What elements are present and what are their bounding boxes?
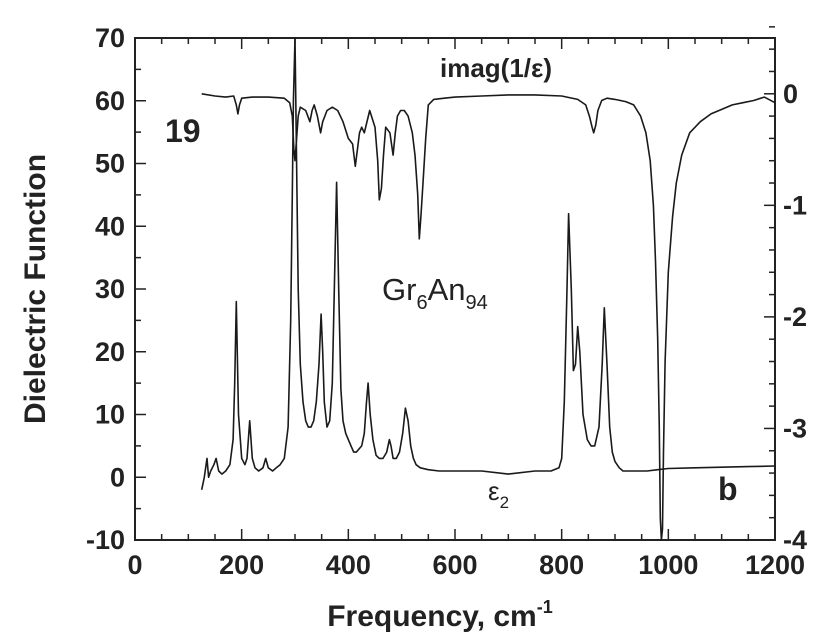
series-layer — [200, 37, 776, 541]
y-tick-label: 40 — [95, 211, 125, 241]
y-tick-label: 0 — [110, 462, 125, 492]
x-tick-label: 1000 — [638, 550, 698, 580]
sample-label-an: An — [428, 272, 466, 307]
y2-tick-label: -3 — [783, 413, 807, 443]
x-tick-label: 600 — [432, 550, 477, 580]
series-epsilon2-line — [200, 37, 776, 490]
sample-label-gr: Gr — [382, 272, 416, 307]
y-tick-label: 60 — [95, 86, 125, 116]
panel-letter-label: b — [718, 471, 738, 507]
epsilon-symbol: ε — [488, 476, 500, 506]
x-axis-title-superscript: -1 — [537, 597, 553, 617]
imag-series-label: imag(1/ε) — [440, 53, 552, 83]
epsilon2-series-label: ε2 — [488, 476, 509, 512]
ticks-layer: 0 200 400 600 800 1000 1200-100102030405060700… — [86, 23, 807, 580]
y-tick-label: 70 — [95, 23, 125, 53]
y-tick-label: 50 — [95, 149, 125, 179]
panel-number-label: 19 — [165, 113, 201, 149]
x-tick-label: 1200 — [745, 550, 805, 580]
x-axis-title-text: Frequency, cm — [327, 600, 537, 633]
x-tick-label: 200 — [219, 550, 264, 580]
y-tick-label: -10 — [86, 525, 125, 555]
x-axis-title: Frequency, cm-1 — [327, 597, 553, 633]
x-tick-label: 800 — [539, 550, 584, 580]
y2-tick-label: 0 — [783, 79, 798, 109]
sample-label: Gr6An94 — [382, 272, 488, 314]
sample-label-sub-6: 6 — [416, 292, 427, 314]
y-tick-label: 10 — [95, 400, 125, 430]
x-tick-label: 0 — [127, 550, 142, 580]
sample-label-sub-94: 94 — [465, 292, 487, 314]
y-tick-label: 20 — [95, 337, 125, 367]
y-axis-title: Dielectric Function — [19, 154, 52, 424]
y2-tick-label: -1 — [783, 190, 807, 220]
epsilon-subscript: 2 — [500, 493, 509, 512]
x-tick-label: 400 — [326, 550, 371, 580]
y2-tick-label: -4 — [783, 525, 807, 555]
series-imag-inverse-epsilon-line — [201, 93, 776, 541]
y-tick-label: 30 — [95, 274, 125, 304]
y2-tick-label: -2 — [783, 302, 807, 332]
